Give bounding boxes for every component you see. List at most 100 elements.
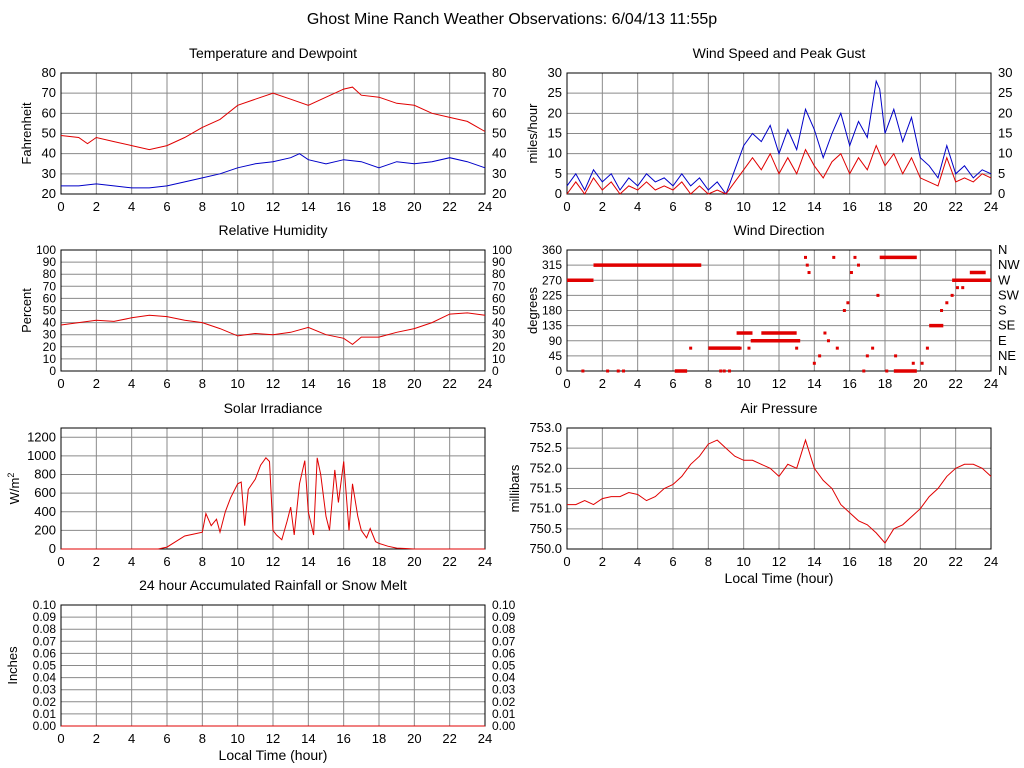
y-tick-label-right: 100 [492, 243, 512, 257]
y-tick-label-right: 0.03 [492, 683, 516, 697]
direction-point [823, 331, 827, 335]
y-tick-label-right: 5 [998, 166, 1005, 181]
y-tick-label: 30 [548, 65, 562, 80]
y-tick-label: 0.10 [33, 598, 57, 612]
y-tick-label-right: 60 [492, 291, 506, 305]
y-tick-label: 60 [42, 105, 56, 120]
x-tick-label: 8 [199, 199, 206, 214]
compass-label: NW [998, 257, 1020, 272]
y-tick-label: 50 [43, 304, 57, 318]
x-tick-label: 14 [301, 199, 315, 214]
direction-point [722, 369, 726, 373]
y-tick-label: 360 [542, 243, 562, 257]
plot-frame [566, 72, 992, 195]
direction-point [920, 361, 924, 365]
y-tick-label: 20 [42, 186, 56, 201]
x-tick-label: 14 [301, 376, 315, 391]
x-tick-label: 24 [478, 731, 492, 746]
direction-point [606, 369, 610, 373]
y-tick-label: 70 [43, 279, 57, 293]
x-tick-label: 16 [336, 376, 350, 391]
x-tick-label: 0 [563, 554, 570, 569]
y-tick-label-right: 20 [492, 186, 506, 201]
direction-point [853, 255, 857, 259]
y-tick-label: 20 [548, 105, 562, 120]
compass-label: SW [998, 287, 1020, 302]
grid-lines [567, 428, 991, 549]
x-tick-label: 6 [163, 376, 170, 391]
direction-point [849, 271, 853, 275]
x-tick-label: 4 [128, 199, 135, 214]
plot-frame [60, 249, 486, 372]
chart-title: Wind Speed and Peak Gust [693, 45, 866, 61]
x-tick-label: 18 [372, 731, 386, 746]
plot-frame [566, 427, 992, 550]
x-tick-label: 12 [266, 376, 280, 391]
x-tick-label: 10 [736, 376, 750, 391]
series-line-0 [61, 457, 485, 550]
y-tick-label: 751.0 [529, 501, 562, 516]
direction-point [904, 369, 908, 373]
chart-rainfall: 24 hour Accumulated Rainfall or Snow Mel… [5, 577, 516, 763]
series-line-0 [567, 438, 992, 544]
x-tick-label: 2 [93, 376, 100, 391]
y-tick-label-right: 10 [998, 146, 1012, 161]
y-axis-label: Fahrenheit [19, 102, 34, 165]
y-tick-label: 1000 [27, 448, 56, 463]
y-axis-label-superscript: 2 [6, 473, 16, 478]
grid-lines [61, 73, 485, 194]
y-tick-label: 40 [42, 146, 56, 161]
direction-point [747, 346, 751, 350]
x-tick-label: 8 [199, 554, 206, 569]
y-axis-label: Inches [5, 646, 20, 685]
x-tick-label: 12 [772, 199, 786, 214]
x-tick-label: 4 [128, 376, 135, 391]
series-line-0 [60, 86, 486, 151]
compass-label: S [998, 303, 1007, 318]
y-tick-label: 90 [549, 334, 563, 348]
y-tick-label-right: 0.05 [492, 659, 516, 673]
y-tick-label: 0.09 [33, 610, 57, 624]
x-tick-label: 20 [407, 731, 421, 746]
x-tick-label: 20 [913, 199, 927, 214]
y-tick-label: 0.02 [33, 695, 57, 709]
x-tick-label: 12 [772, 376, 786, 391]
x-tick-label: 2 [93, 554, 100, 569]
x-tick-label: 8 [705, 554, 712, 569]
x-tick-label: 14 [807, 376, 821, 391]
direction-point [818, 354, 822, 358]
x-tick-label: 18 [878, 199, 892, 214]
x-tick-label: 2 [93, 199, 100, 214]
y-tick-label-right: 0.08 [492, 622, 516, 636]
y-tick-label: 600 [34, 485, 56, 500]
compass-label: SE [998, 318, 1016, 333]
direction-point [804, 255, 807, 259]
y-axis-label: W/m2 [6, 473, 22, 505]
direction-point [865, 354, 869, 358]
y-tick-label: 200 [34, 522, 56, 537]
x-tick-label: 2 [93, 731, 100, 746]
x-tick-label: 22 [442, 376, 456, 391]
direction-point [950, 293, 954, 297]
y-tick-label-right: 40 [492, 146, 506, 161]
direction-point [805, 263, 809, 267]
compass-label: E [998, 333, 1007, 348]
y-tick-label-right: 90 [492, 255, 506, 269]
x-tick-label: 4 [634, 376, 641, 391]
direction-point [945, 301, 949, 305]
y-tick-label-right: 80 [492, 267, 506, 281]
y-tick-label: 225 [542, 288, 562, 302]
chart-title: 24 hour Accumulated Rainfall or Snow Mel… [139, 577, 407, 593]
y-tick-label: 751.5 [529, 481, 562, 496]
series-line-0 [60, 312, 486, 346]
x-tick-label: 10 [230, 376, 244, 391]
y-tick-label-right: 0.10 [492, 598, 516, 612]
x-tick-label: 18 [372, 554, 386, 569]
direction-point [876, 293, 880, 297]
y-tick-label: 752.5 [529, 440, 562, 455]
x-tick-label: 24 [984, 199, 998, 214]
x-tick-label: 22 [442, 199, 456, 214]
